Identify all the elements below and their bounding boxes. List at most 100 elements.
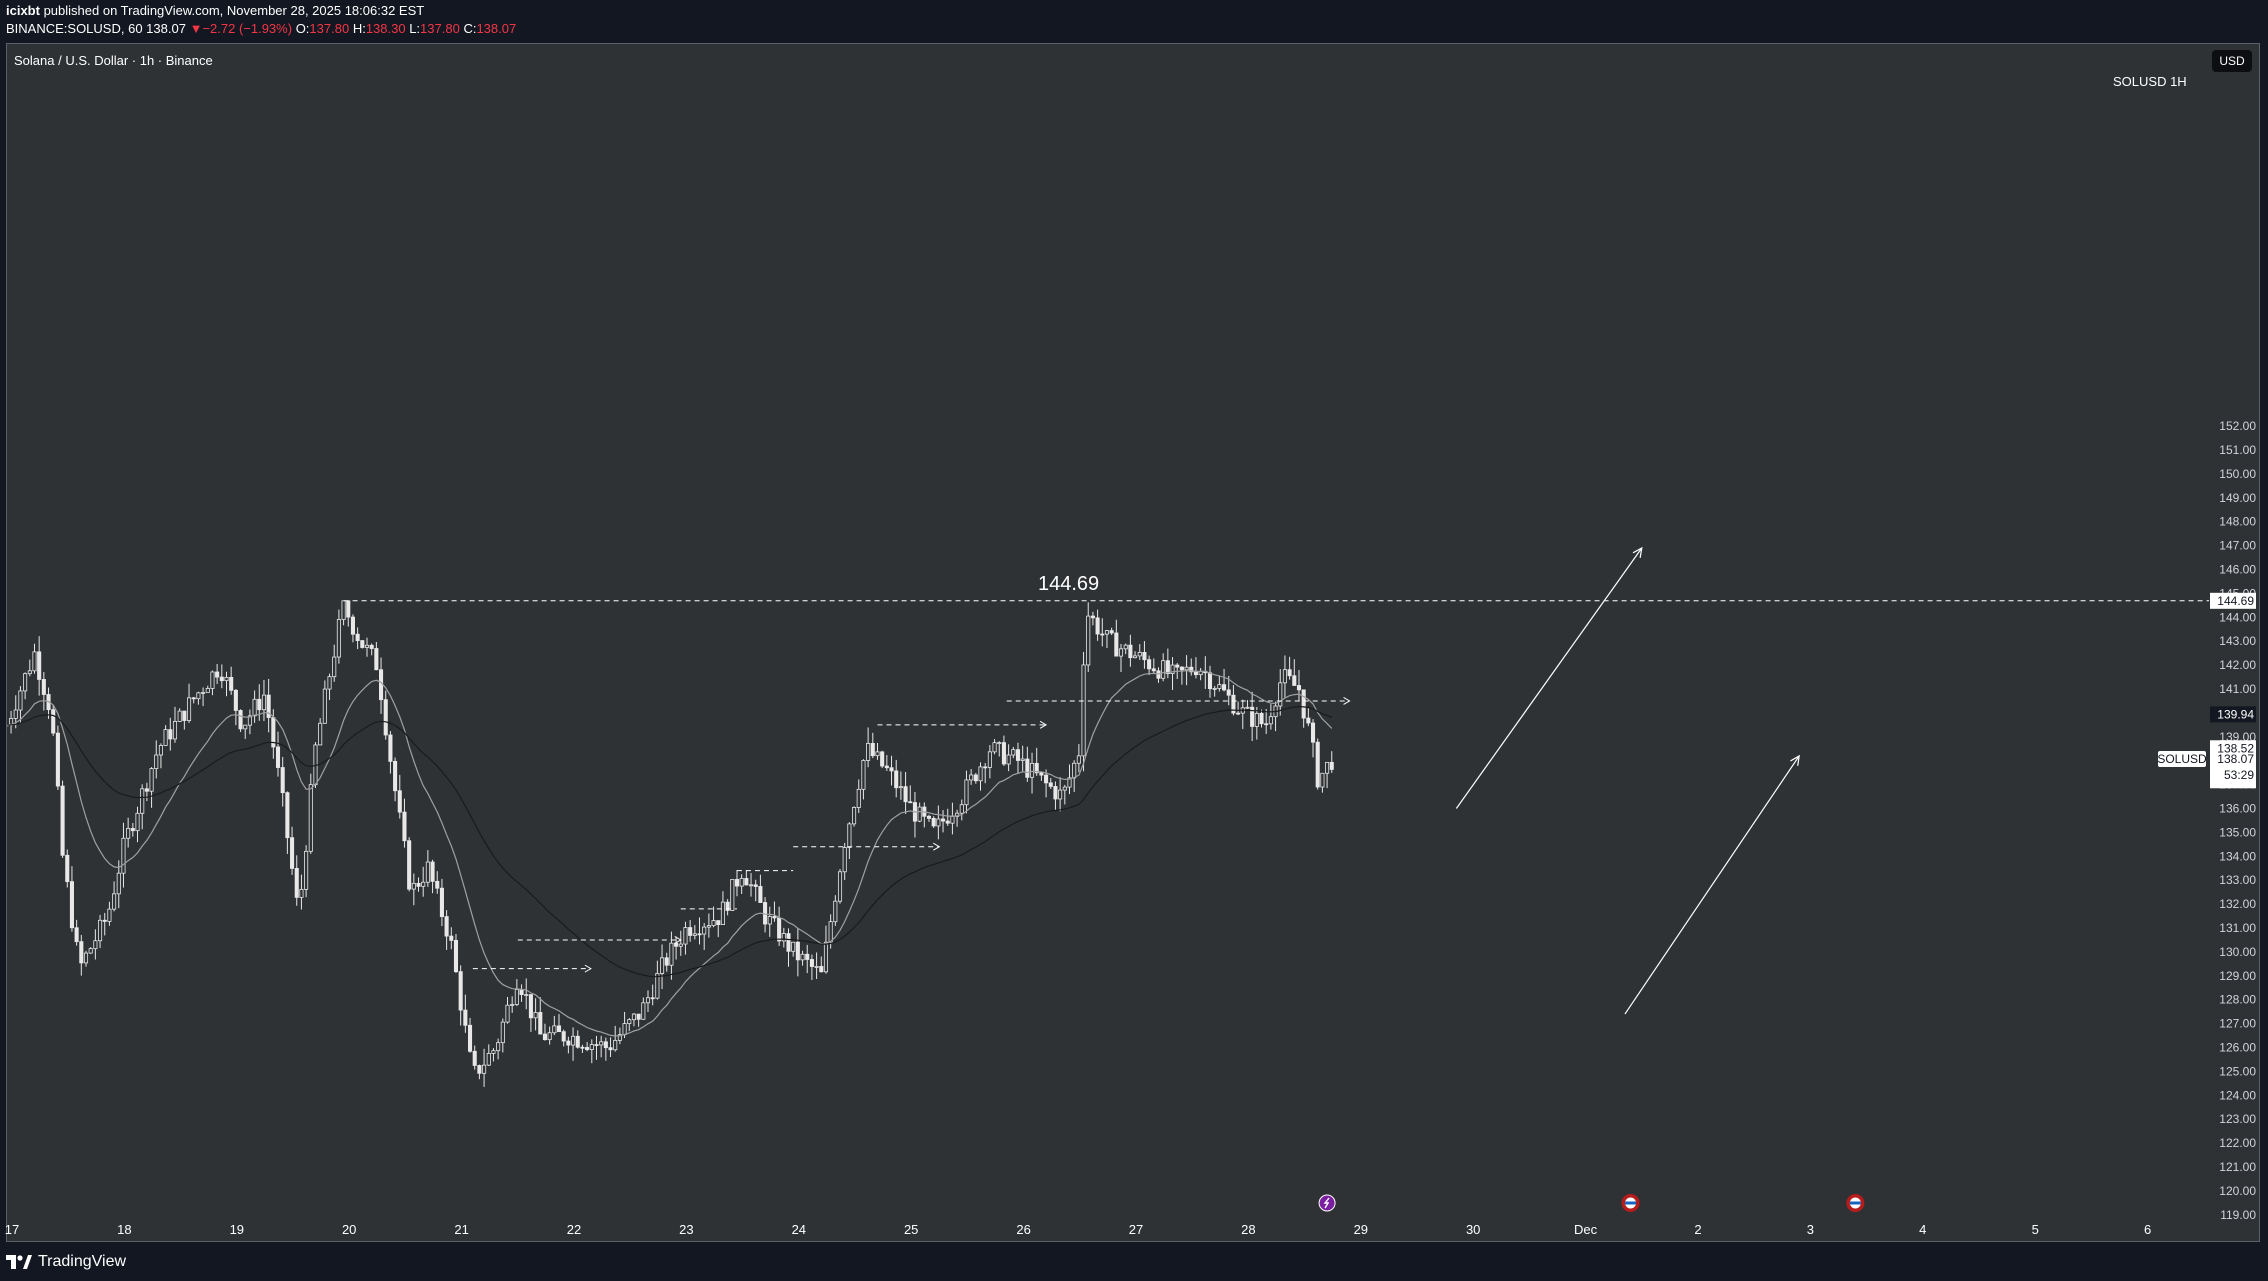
candle-body xyxy=(809,959,814,967)
open-label: O: xyxy=(295,21,310,36)
currency-button[interactable]: USD xyxy=(2212,50,2252,72)
candles xyxy=(7,600,1334,1087)
chart-panel[interactable] xyxy=(6,43,2260,1242)
candle-body xyxy=(322,688,327,724)
candle-body xyxy=(308,784,313,852)
x-tick-label: 3 xyxy=(1807,1222,1814,1237)
ticker: BINANCE:SOLUSD, 60 xyxy=(6,21,143,36)
candle-body xyxy=(453,939,459,973)
candle-body xyxy=(60,785,65,856)
ema-slow-line xyxy=(7,705,1333,978)
candle-body xyxy=(683,927,688,945)
label-139-94-bg xyxy=(2210,706,2256,723)
candle-body xyxy=(669,942,674,966)
y-tick-label: 120.00 xyxy=(2219,1184,2256,1198)
candle-body xyxy=(1044,774,1049,784)
candle-body xyxy=(280,767,285,794)
candle-body xyxy=(767,916,772,925)
ohlc-line: BINANCE:SOLUSD, 60 138.07 ▼−2.72 (−1.93%… xyxy=(6,21,516,36)
x-tick-label: 4 xyxy=(1919,1222,1926,1237)
candle-body xyxy=(898,786,903,789)
footer xyxy=(0,1242,2268,1281)
candle-body xyxy=(772,916,777,919)
y-tick-label: 123.00 xyxy=(2219,1112,2256,1126)
candle-body xyxy=(341,600,346,620)
candle-body xyxy=(327,676,332,690)
candle-body xyxy=(177,710,182,722)
x-tick-label: 27 xyxy=(1129,1222,1143,1237)
brand-name: TradingView xyxy=(38,1253,127,1270)
candle-body xyxy=(856,788,861,808)
candle-body xyxy=(936,818,941,827)
candle-body xyxy=(201,692,206,694)
candle-body xyxy=(1165,660,1170,674)
candle-body xyxy=(135,812,140,832)
price-chart[interactable]: 144.69 119.00 120.00 121.00 122.00 123.00 124.… xyxy=(0,0,2268,1242)
candle-body xyxy=(1217,684,1222,689)
candle-body xyxy=(79,941,84,964)
candle-body xyxy=(730,879,735,911)
candle-body xyxy=(55,732,60,787)
candle-body xyxy=(140,788,145,814)
candle-body xyxy=(1212,688,1217,690)
x-tick-label: 18 xyxy=(117,1222,131,1237)
x-tick-label: 25 xyxy=(904,1222,918,1237)
y-tick-label: 130.00 xyxy=(2219,945,2256,959)
candle-body xyxy=(1147,659,1152,670)
level-arrow-icon xyxy=(584,964,592,973)
candle-body xyxy=(978,766,983,782)
y-tick-label: 146.00 xyxy=(2219,563,2256,577)
candle-body xyxy=(1114,632,1119,657)
candle-body xyxy=(931,818,936,827)
candle-body xyxy=(388,734,393,762)
candle-body xyxy=(421,881,426,887)
candle-body xyxy=(1175,664,1180,668)
x-tick-label: 30 xyxy=(1466,1222,1480,1237)
candle-body xyxy=(795,941,800,961)
candle-body xyxy=(580,1046,585,1049)
label-139-94: 139.94 xyxy=(2217,707,2254,721)
candle-body xyxy=(983,766,988,769)
bolt-icon xyxy=(1323,1197,1330,1209)
candle-body xyxy=(1268,716,1273,725)
high-label: H: xyxy=(352,21,366,36)
candle-body xyxy=(467,1024,473,1052)
candle-body xyxy=(908,801,913,804)
candle-body xyxy=(833,900,838,923)
candle-body xyxy=(224,676,229,682)
y-tick-label: 129.00 xyxy=(2219,969,2256,983)
candle-body xyxy=(355,633,360,641)
candle-body xyxy=(660,957,665,974)
candle-body xyxy=(107,908,112,922)
x-tick-label: 29 xyxy=(1354,1222,1368,1237)
candle-body xyxy=(636,1013,641,1020)
candle-body xyxy=(1090,615,1095,619)
candle-body xyxy=(98,919,103,942)
candle-body xyxy=(112,893,117,910)
arrow-head-icon xyxy=(1632,546,1643,558)
candle-body xyxy=(1123,644,1128,650)
candle-body xyxy=(18,690,23,711)
candle-body xyxy=(1156,670,1161,679)
candle-body xyxy=(664,957,669,966)
candle-body xyxy=(692,933,697,936)
label-138-07: 138.07 xyxy=(2217,752,2254,766)
candle-body xyxy=(449,935,454,941)
candle-body xyxy=(126,828,131,839)
candle-body xyxy=(1245,706,1250,709)
y-tick-label: 148.00 xyxy=(2219,515,2256,529)
candle-body xyxy=(706,925,711,928)
candle-body xyxy=(964,779,969,806)
candle-body xyxy=(332,656,337,678)
candle-body xyxy=(1306,717,1311,724)
candle-body xyxy=(594,1044,599,1046)
candle-body xyxy=(814,966,819,968)
tradingview-logo[interactable]: TradingView xyxy=(6,1251,126,1273)
candle-body xyxy=(1151,668,1156,672)
candle-body xyxy=(997,742,1002,744)
candle-body xyxy=(744,878,749,886)
candle-body xyxy=(941,818,946,822)
candle-body xyxy=(41,679,46,695)
candle-body xyxy=(514,989,519,1005)
candle-body xyxy=(393,760,398,792)
